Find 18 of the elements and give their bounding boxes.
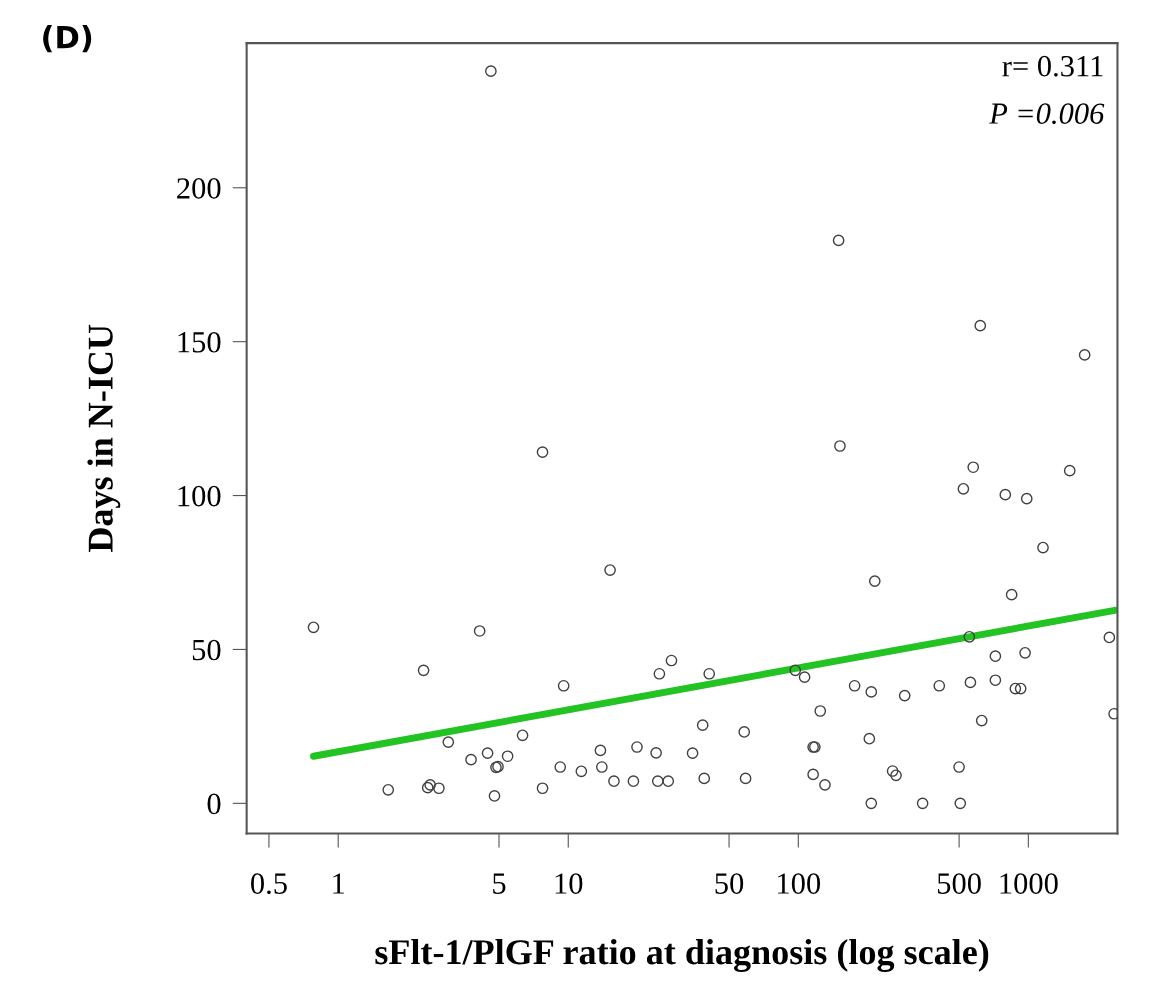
y-tick-label: 100 (178, 485, 221, 507)
y-tick-label: 0 (207, 793, 221, 815)
x-axis-title: sFlt-1/PlGF ratio at diagnosis (log scale) (375, 938, 989, 973)
x-tick-label: 1 (333, 873, 345, 894)
chart-title: (D) (43, 25, 92, 53)
x-tick-label: 1000 (1000, 873, 1058, 894)
y-axis-title: Days in N-ICU (87, 324, 121, 553)
x-tick-label: 500 (937, 873, 981, 894)
x-tick-label: 5 (493, 873, 506, 894)
annotation: r= 0.311 (1002, 55, 1103, 77)
x-tick-label: 0.5 (251, 873, 287, 895)
x-tick-label: 10 (555, 873, 583, 894)
y-tick-label: 150 (178, 331, 221, 353)
x-tick-label: 100 (778, 873, 821, 894)
y-tick-label: 50 (192, 639, 221, 661)
annotation: P =0.006 (989, 103, 1105, 125)
y-tick-label: 200 (177, 178, 221, 199)
x-tick-label: 50 (715, 873, 744, 894)
